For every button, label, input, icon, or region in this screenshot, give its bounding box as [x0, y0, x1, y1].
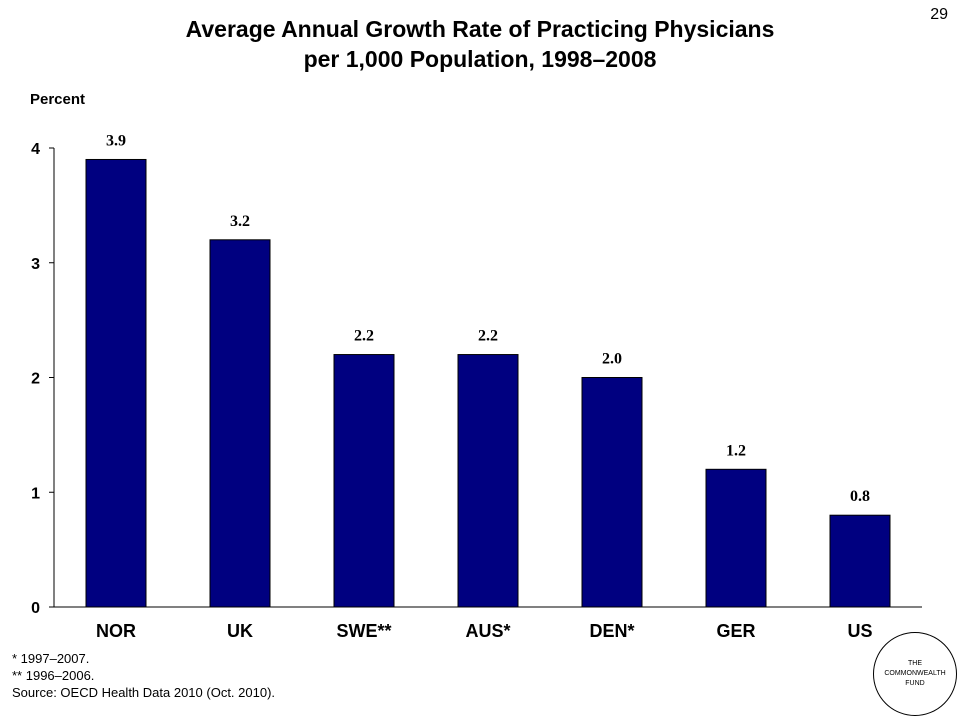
bar-aus: [457, 354, 519, 608]
x-tick-label: SWE**: [336, 621, 391, 641]
y-ticks: 0 1 2 3 4: [31, 141, 54, 617]
chart-title-block: Average Annual Growth Rate of Practicing…: [0, 14, 960, 74]
footnote-1: * 1997–2007.: [12, 651, 90, 666]
chart-subtitle: per 1,000 Population, 1998–2008: [303, 46, 657, 72]
bar-nor: [85, 158, 147, 608]
y-tick-label: 0: [31, 600, 40, 617]
value-label: 1.2: [726, 442, 746, 459]
value-label: 3.2: [230, 213, 250, 230]
x-tick-label: US: [847, 621, 872, 641]
footnotes: * 1997–2007. ** 1996–2006. Source: OECD …: [12, 650, 275, 701]
x-tick-label: DEN*: [589, 621, 634, 641]
value-labels: 3.9 3.2 2.2 2.2 2.0 1.2 0.8: [106, 132, 870, 505]
bar-chart: Percent 0 1 2 3 4 3.9 3.2 2.2 2.2 2.0 1.2 0.8 NOR U…: [30, 91, 922, 641]
bar-uk: [209, 239, 271, 608]
bars: [85, 158, 891, 608]
logo-line-1: THE: [908, 660, 922, 667]
x-tick-labels: NOR UK SWE** AUS* DEN* GER US: [96, 621, 873, 641]
commonwealth-fund-logo: THE COMMONWEALTH FUND: [873, 632, 957, 716]
value-label: 2.2: [478, 328, 498, 345]
logo-line-2: COMMONWEALTH: [884, 670, 946, 677]
value-label: 3.9: [106, 132, 126, 149]
source-note: Source: OECD Health Data 2010 (Oct. 2010…: [12, 685, 276, 700]
value-label: 2.2: [354, 328, 374, 345]
bar-den: [581, 377, 643, 608]
bar-ger: [705, 468, 767, 608]
y-tick-label: 4: [31, 141, 40, 158]
y-tick-label: 3: [31, 256, 40, 273]
footnote-2: ** 1996–2006.: [12, 668, 95, 683]
x-tick-label: UK: [227, 621, 253, 641]
bar-swe: [333, 354, 395, 608]
x-tick-label: NOR: [96, 621, 136, 641]
chart-title: Average Annual Growth Rate of Practicing…: [185, 16, 775, 42]
value-label: 2.0: [602, 351, 622, 368]
logo-line-3: FUND: [905, 680, 925, 687]
value-label: 0.8: [850, 488, 870, 505]
slide-number: 29: [930, 6, 948, 23]
x-tick-label: GER: [716, 621, 755, 641]
bar-us: [829, 514, 891, 608]
y-tick-label: 1: [31, 485, 40, 502]
y-axis-label: Percent: [30, 91, 85, 108]
y-tick-label: 2: [31, 371, 40, 388]
x-tick-label: AUS*: [465, 621, 510, 641]
